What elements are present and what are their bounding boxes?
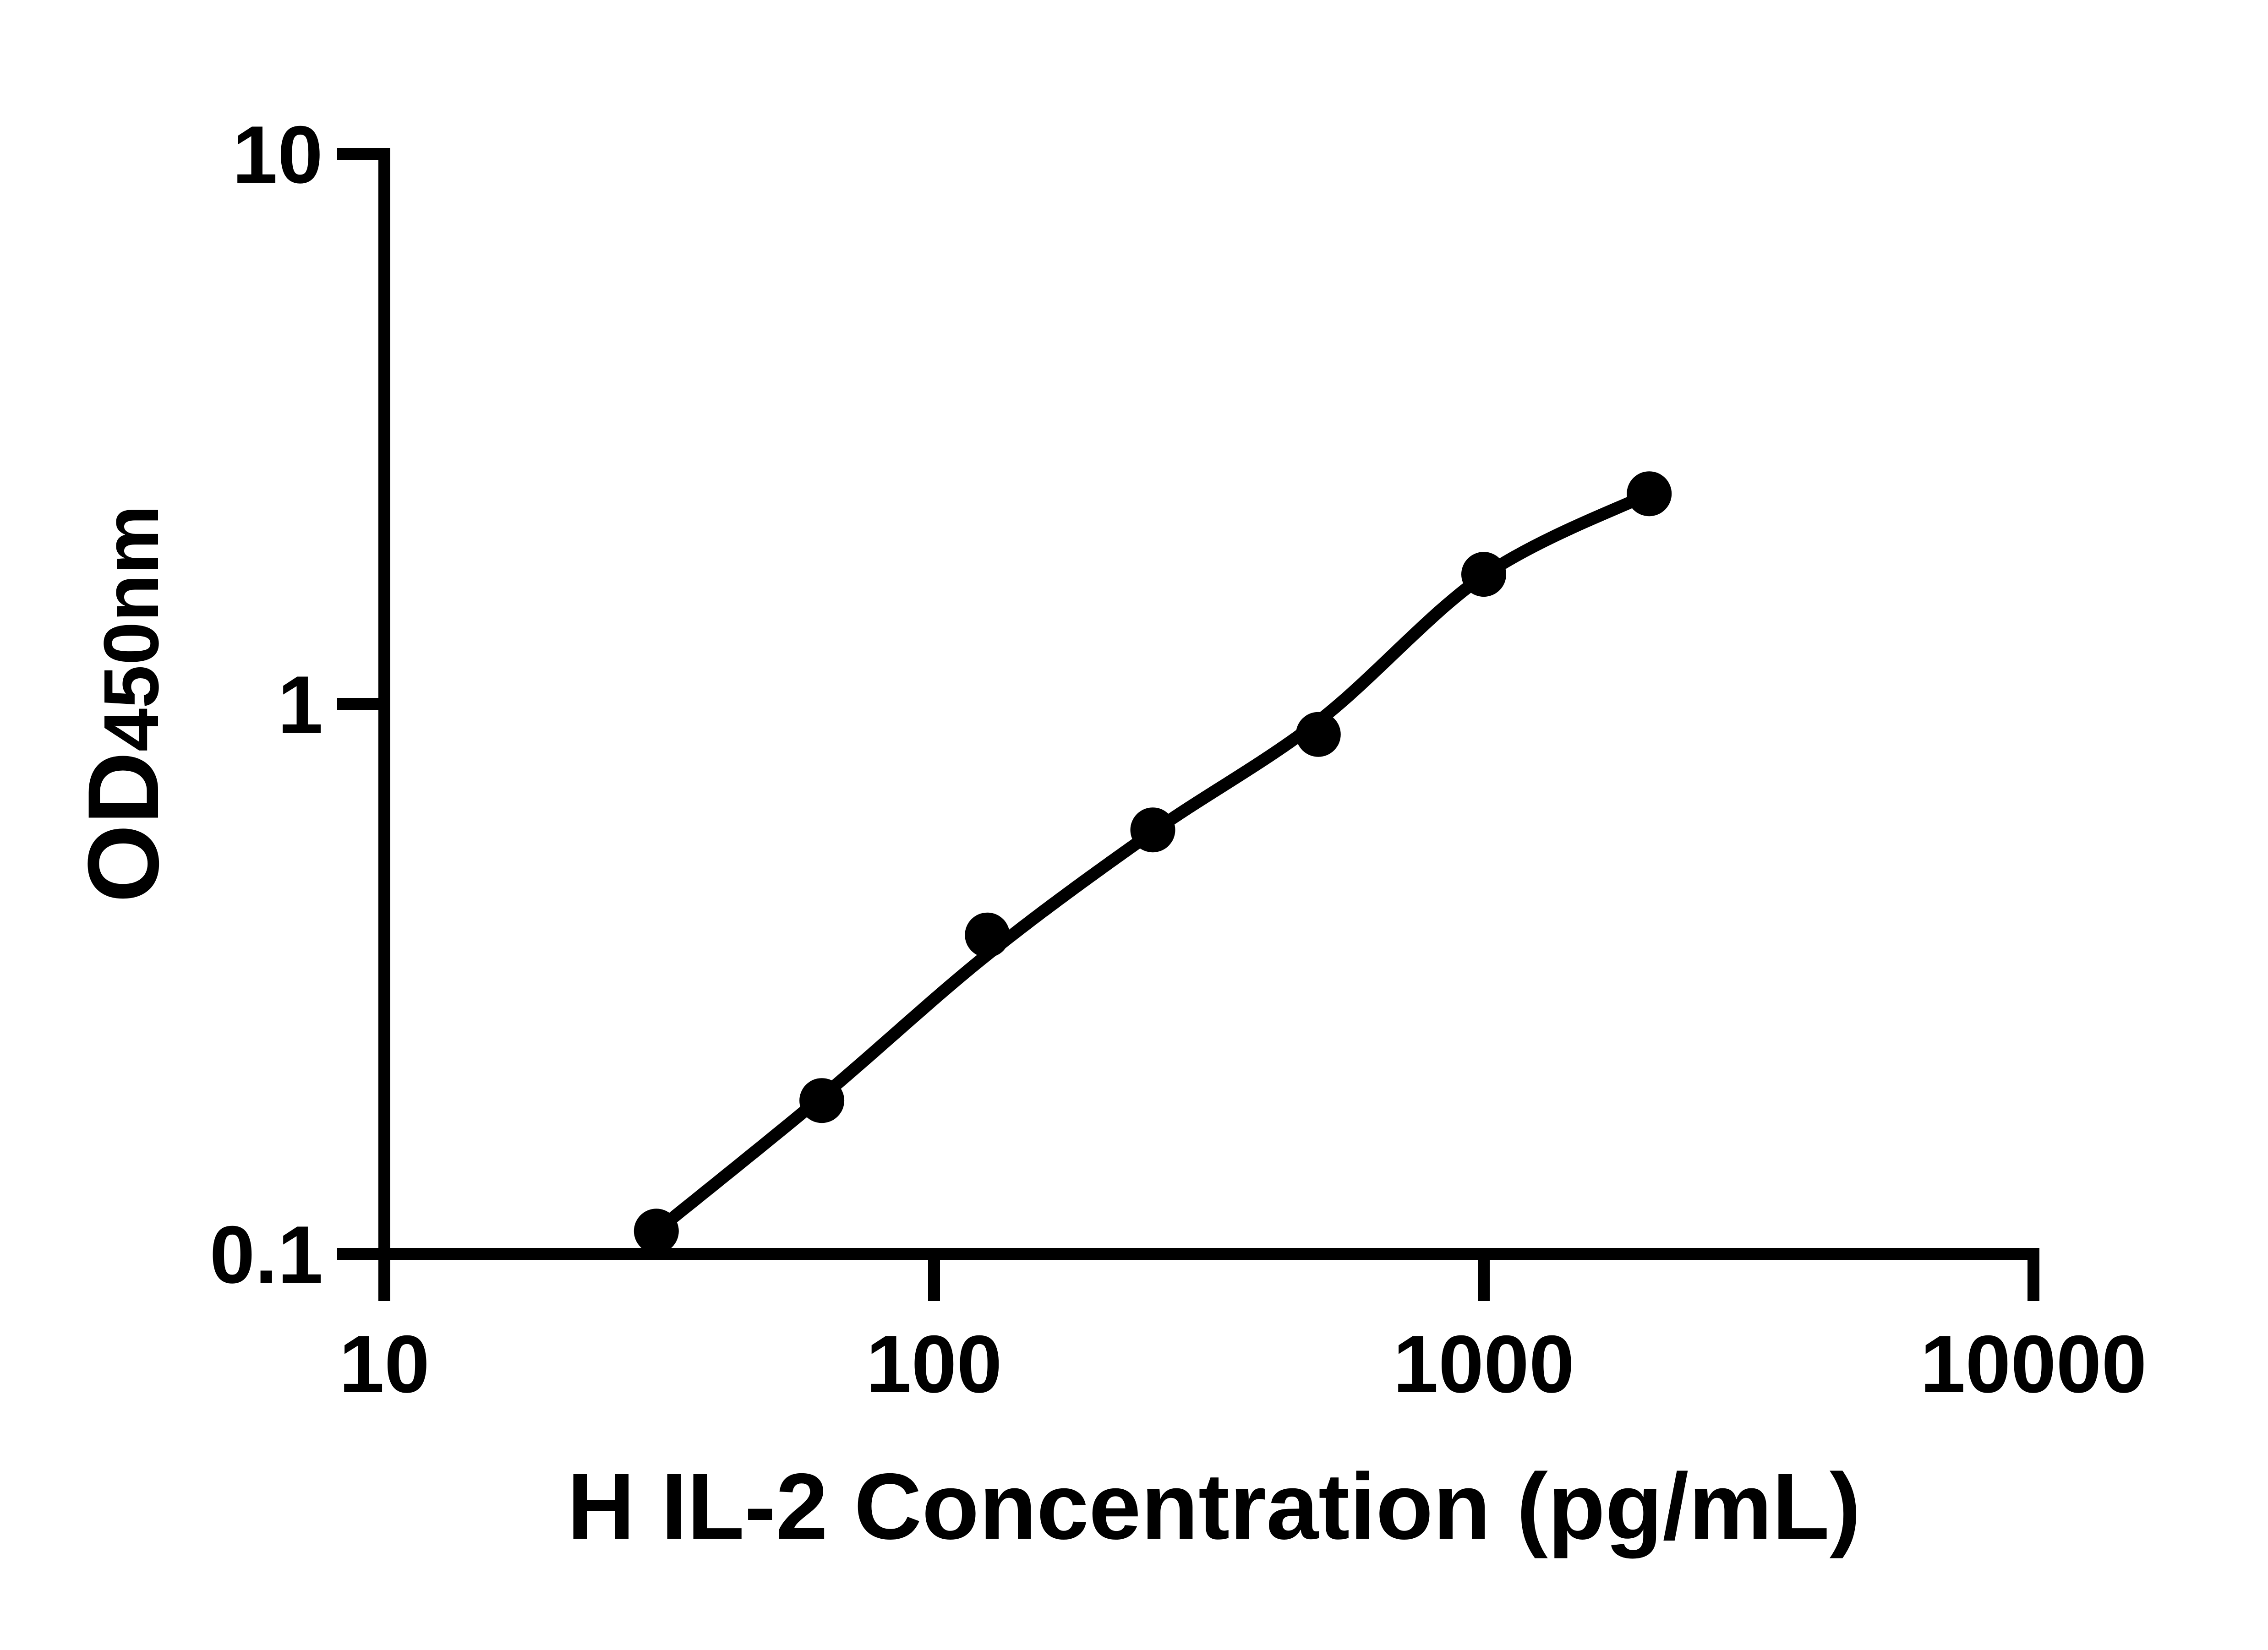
- y-axis-title-subscript: 450nm: [88, 505, 175, 752]
- x-axis-tick-labels: 10 100 1000 10000: [339, 1318, 2147, 1410]
- y-axis-tick-labels: 10 1 0.1: [210, 109, 323, 1300]
- fit-curve-line: [650, 487, 1656, 1237]
- data-point: [1130, 807, 1175, 853]
- x-axis-title: H IL-2 Concentration (pg/mL): [567, 1454, 1861, 1559]
- y-tick-label: 0.1: [210, 1209, 323, 1300]
- x-tick-label: 1000: [1393, 1318, 1574, 1410]
- x-axis-ticks: [378, 1248, 2039, 1301]
- y-axis-title: OD450nm: [67, 505, 180, 903]
- data-point: [1627, 471, 1672, 517]
- y-tick-label: 10: [232, 109, 323, 200]
- data-points: [634, 471, 1672, 1254]
- x-tick-label: 100: [866, 1318, 1002, 1410]
- axes: [378, 148, 2039, 1260]
- x-tick-label: 10000: [1920, 1318, 2147, 1410]
- x-tick-label: 10: [339, 1318, 430, 1410]
- data-point: [965, 912, 1010, 958]
- data-point: [799, 1078, 845, 1123]
- data-point: [634, 1209, 679, 1254]
- data-point: [1461, 552, 1506, 597]
- y-axis-title-main: OD: [67, 751, 180, 903]
- y-tick-label: 1: [278, 659, 323, 750]
- data-point: [1295, 712, 1341, 757]
